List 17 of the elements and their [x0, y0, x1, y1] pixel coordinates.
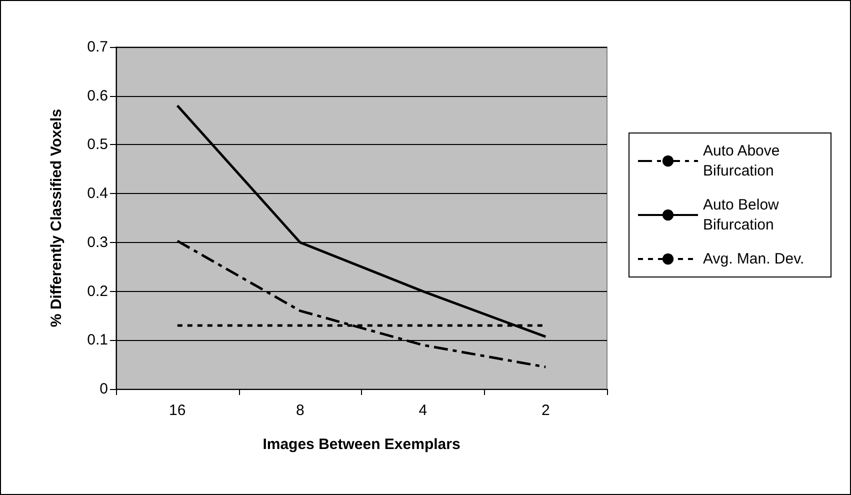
- y-tick-label: 0.4: [87, 185, 108, 202]
- y-tick-label: 0.1: [87, 332, 108, 349]
- y-tick-label: 0.6: [87, 87, 108, 104]
- y-axis-title: % Differently Classified Voxels: [48, 108, 65, 328]
- x-axis-title: Images Between Exemplars: [262, 436, 460, 453]
- legend-label: Auto Below Bifurcation: [703, 196, 784, 234]
- y-tick-label: 0.2: [87, 282, 108, 300]
- y-tick-label: 0.5: [87, 136, 108, 154]
- y-tick-label: 0.3: [87, 234, 108, 251]
- y-tick-label: 0: [100, 380, 108, 398]
- y-tick-label: 0.7: [87, 38, 108, 56]
- x-tick-label: 2: [541, 402, 550, 419]
- legend-label: Avg. Man. Dev.: [703, 250, 804, 268]
- x-tick-label: 8: [296, 402, 304, 419]
- x-tick-label: 16: [169, 402, 186, 419]
- x-tick-label: 4: [418, 402, 428, 419]
- legend-label: Auto Above Bifurcation: [703, 142, 784, 180]
